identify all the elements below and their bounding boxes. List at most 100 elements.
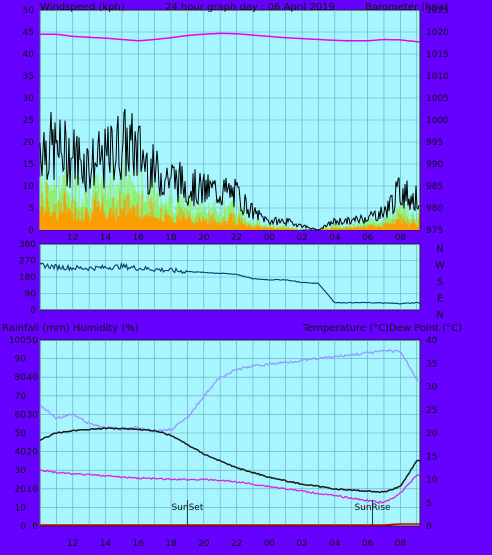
temp-x-tick-label: 22 bbox=[231, 539, 242, 549]
barometer-tick-label: 990 bbox=[426, 160, 443, 170]
temperature-tick-label: 5 bbox=[426, 499, 432, 509]
temp-x-tick-label: 14 bbox=[100, 539, 112, 549]
rain-tick-label: 30 bbox=[27, 410, 39, 420]
humidity-tick-label: 90 bbox=[15, 355, 27, 365]
direction-tick-label: 90 bbox=[25, 290, 37, 300]
temperature-tick-label: 35 bbox=[426, 359, 437, 369]
wind-tick-label: 25 bbox=[23, 116, 34, 126]
direction-tick-label: 270 bbox=[19, 257, 36, 267]
temp-x-tick-label: 20 bbox=[198, 539, 210, 549]
direction-tick-label: 180 bbox=[19, 273, 36, 283]
wind-tick-label: 45 bbox=[23, 28, 34, 38]
wind-gust-line bbox=[39, 108, 420, 231]
graph-date-title: 24 hour graph day : 06 April 2019 bbox=[165, 2, 335, 13]
barometer-line bbox=[40, 32, 420, 43]
dewpoint-line bbox=[39, 469, 421, 504]
temperature-tick-label: 40 bbox=[426, 336, 438, 346]
humidity-tick-label: 20 bbox=[15, 485, 27, 495]
rain-tick-label: 20 bbox=[27, 448, 39, 458]
temp-x-tick-label: 08 bbox=[395, 539, 407, 549]
temperature-tick-label: 25 bbox=[426, 406, 437, 416]
wind-series bbox=[39, 108, 420, 231]
sunset-label: SunSet bbox=[171, 503, 203, 513]
wind-x-tick-label: 18 bbox=[165, 233, 177, 243]
barometer-axis-title: Barometer (hpa) bbox=[365, 2, 448, 13]
temp-x-tick-label: 06 bbox=[362, 539, 374, 549]
humidity-tick-label: 10 bbox=[15, 503, 27, 513]
rainfall-line bbox=[40, 523, 420, 526]
temp-x-tick-label: 00 bbox=[264, 539, 276, 549]
humidity-line bbox=[39, 349, 421, 433]
compass-label: W bbox=[435, 261, 445, 272]
wind-x-tick-label: 04 bbox=[329, 233, 341, 243]
temperature-line bbox=[39, 427, 421, 493]
humidity-tick-label: 70 bbox=[15, 392, 27, 402]
humidity-tick-label: 50 bbox=[15, 429, 27, 439]
direction-plot-grid bbox=[39, 244, 420, 310]
temp-plot-grid bbox=[39, 340, 420, 526]
rain-tick-label: 50 bbox=[27, 336, 39, 346]
wind-x-tick-label: 16 bbox=[133, 233, 145, 243]
sun-markers: SunSet SunRise bbox=[171, 500, 391, 526]
wind-x-tick-label: 02 bbox=[296, 233, 307, 243]
wind-tick-label: 5 bbox=[28, 204, 34, 214]
barometer-tick-label: 1005 bbox=[426, 94, 449, 104]
temp-dew-axis-title: Temperature (°C)Dew Point (°C) bbox=[302, 323, 462, 334]
barometer-tick-label: 1020 bbox=[426, 28, 449, 38]
wind-axis-title: Windspeed (kph) bbox=[40, 2, 125, 13]
wind-tick-label: 0 bbox=[28, 226, 34, 236]
barometer-tick-label: 1015 bbox=[426, 50, 449, 60]
wind-x-tick-label: 22 bbox=[231, 233, 242, 243]
barometer-tick-label: 1025 bbox=[426, 6, 449, 16]
rain-humidity-axis-title: Rainfall (mm) Humidity (%) bbox=[2, 323, 139, 334]
barometer-tick-label: 985 bbox=[426, 182, 443, 192]
rain-tick-label: 0 bbox=[32, 522, 38, 532]
humidity-tick-label: 60 bbox=[15, 410, 27, 420]
compass-label: N bbox=[436, 244, 443, 255]
barometer-tick-label: 1010 bbox=[426, 72, 449, 82]
direction-tick-label: 0 bbox=[30, 306, 36, 316]
direction-tick-label: 360 bbox=[19, 240, 36, 250]
barometer-tick-label: 1000 bbox=[426, 116, 449, 126]
direction-series bbox=[39, 262, 421, 305]
wind-x-tick-label: 06 bbox=[362, 233, 374, 243]
temp-x-tick-label: 12 bbox=[67, 539, 78, 549]
wind-x-tick-label: 12 bbox=[67, 233, 78, 243]
temp-x-tick-label: 16 bbox=[133, 539, 145, 549]
humidity-tick-label: 30 bbox=[15, 466, 27, 476]
temp-x-tick-label: 02 bbox=[296, 539, 307, 549]
barometer-series bbox=[40, 32, 420, 43]
rain-tick-label: 10 bbox=[27, 485, 39, 495]
wind-tick-label: 20 bbox=[23, 138, 35, 148]
temperature-tick-label: 15 bbox=[426, 452, 437, 462]
temperature-tick-label: 0 bbox=[426, 522, 432, 532]
wind-tick-label: 40 bbox=[23, 50, 35, 60]
wind-x-tick-label: 00 bbox=[264, 233, 276, 243]
wind-x-tick-label: 20 bbox=[198, 233, 210, 243]
wind-x-tick-label: 08 bbox=[395, 233, 407, 243]
compass-label: S bbox=[437, 277, 443, 288]
humidity-tick-label: 80 bbox=[15, 373, 27, 383]
wind-tick-label: 15 bbox=[23, 160, 34, 170]
temperature-tick-label: 10 bbox=[426, 476, 438, 486]
temp-axes: 1009080706050403020100504030201004035302… bbox=[9, 336, 438, 549]
rain-tick-label: 40 bbox=[27, 373, 39, 383]
temp-x-tick-label: 18 bbox=[165, 539, 177, 549]
barometer-tick-label: 980 bbox=[426, 204, 443, 214]
wind-direction-line bbox=[39, 262, 421, 305]
wind-tick-label: 10 bbox=[23, 182, 35, 192]
wind-x-tick-label: 14 bbox=[100, 233, 112, 243]
compass-label: N bbox=[436, 310, 443, 321]
temp-x-tick-label: 04 bbox=[329, 539, 341, 549]
barometer-tick-label: 975 bbox=[426, 226, 443, 236]
wind-axes: 5045403530252015105010251020101510101005… bbox=[23, 6, 450, 243]
temperature-tick-label: 20 bbox=[426, 429, 438, 439]
wind-tick-label: 35 bbox=[23, 72, 34, 82]
wind-tick-label: 30 bbox=[23, 94, 35, 104]
wind-tick-label: 50 bbox=[23, 6, 35, 16]
temperature-tick-label: 30 bbox=[426, 383, 438, 393]
sunrise-label: SunRise bbox=[354, 503, 391, 513]
